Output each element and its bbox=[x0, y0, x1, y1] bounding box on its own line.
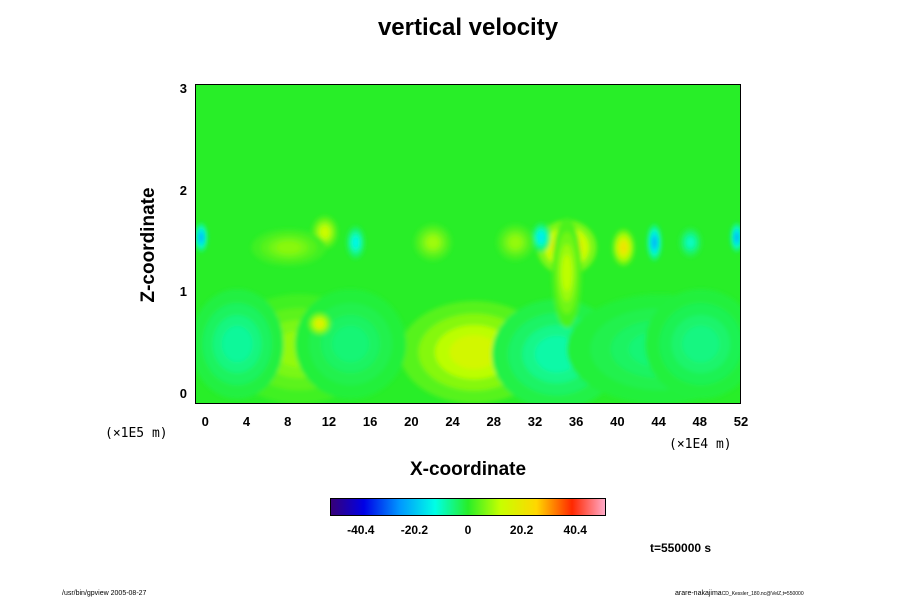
z-tick-label: 2 bbox=[179, 182, 187, 198]
colorbar-tick-label: 0 bbox=[464, 523, 472, 537]
footer-file-info: CD_Kessler_180.nc@VelZ,t=550000 bbox=[721, 591, 804, 597]
colorbar-tick-label: 40.4 bbox=[563, 523, 587, 537]
field-feature-1-level-3 bbox=[449, 335, 499, 370]
field-feature-12-level-3 bbox=[315, 320, 324, 328]
z-tick-label: 1 bbox=[179, 284, 187, 300]
x-axis-label: X-coordinate bbox=[409, 459, 527, 480]
x-tick-label: 44 bbox=[651, 414, 666, 429]
z-axis-label: Z-coordinate bbox=[138, 187, 159, 303]
field-feature-24-level-3 bbox=[686, 237, 695, 248]
x-tick-label: 48 bbox=[692, 414, 708, 429]
plot-area bbox=[195, 84, 741, 404]
x-tick-label: 4 bbox=[242, 414, 251, 429]
footer-author-name: arare-nakajima bbox=[675, 590, 722, 597]
field-feature-10-level-3 bbox=[221, 325, 253, 363]
z-axis-factor: (×1E5 m) bbox=[105, 426, 168, 441]
x-tick-label: 36 bbox=[568, 414, 584, 429]
chart-title: vertical velocity bbox=[377, 14, 559, 41]
field-feature-25-level-3 bbox=[509, 236, 522, 249]
x-tick-label: 40 bbox=[610, 414, 625, 429]
x-tick-label: 16 bbox=[362, 414, 378, 429]
field-feature-11-level-3 bbox=[682, 325, 720, 363]
x-tick-label: 0 bbox=[201, 414, 209, 429]
colorbar bbox=[330, 498, 606, 516]
field-feature-22-level-3 bbox=[426, 236, 440, 249]
colorbar-tick-label: 20.2 bbox=[509, 523, 534, 537]
field-feature-21-level-3 bbox=[320, 226, 330, 238]
x-tick-label: 20 bbox=[404, 414, 419, 429]
footer-command: /usr/bin/gpview 2005-08-27 bbox=[62, 590, 147, 597]
field-feature-17-level-3 bbox=[651, 236, 657, 249]
x-tick-label: 8 bbox=[284, 414, 292, 429]
x-tick-label: 24 bbox=[445, 414, 460, 429]
x-tick-label: 52 bbox=[733, 414, 749, 429]
colorbar-tick-label: -40.4 bbox=[347, 523, 375, 537]
time-label: t=550000 s bbox=[650, 541, 712, 555]
vertical-velocity-field bbox=[196, 215, 740, 403]
colorbar-tick-label: -20.2 bbox=[400, 523, 429, 537]
field-feature-16-level-3 bbox=[619, 241, 628, 254]
field-feature-4-level-3 bbox=[331, 325, 370, 363]
x-tick-label: 28 bbox=[486, 414, 501, 429]
x-tick-label: 32 bbox=[527, 414, 543, 429]
field-feature-19-level-3 bbox=[734, 232, 740, 243]
z-tick-label: 3 bbox=[179, 81, 187, 97]
x-tick-label: 12 bbox=[321, 414, 337, 429]
z-tick-label: 0 bbox=[179, 385, 187, 401]
footer-author: arare-nakajimaCD_Kessler_180.nc@VelZ,t=5… bbox=[675, 590, 804, 597]
field-feature-15-level-3 bbox=[538, 232, 545, 243]
field-feature-18-level-3 bbox=[198, 232, 204, 243]
field-feature-23-level-3 bbox=[276, 241, 302, 254]
field-feature-14-level-3 bbox=[561, 254, 572, 292]
field-feature-20-level-3 bbox=[352, 236, 359, 248]
x-axis-factor: (×1E4 m) bbox=[669, 437, 732, 452]
